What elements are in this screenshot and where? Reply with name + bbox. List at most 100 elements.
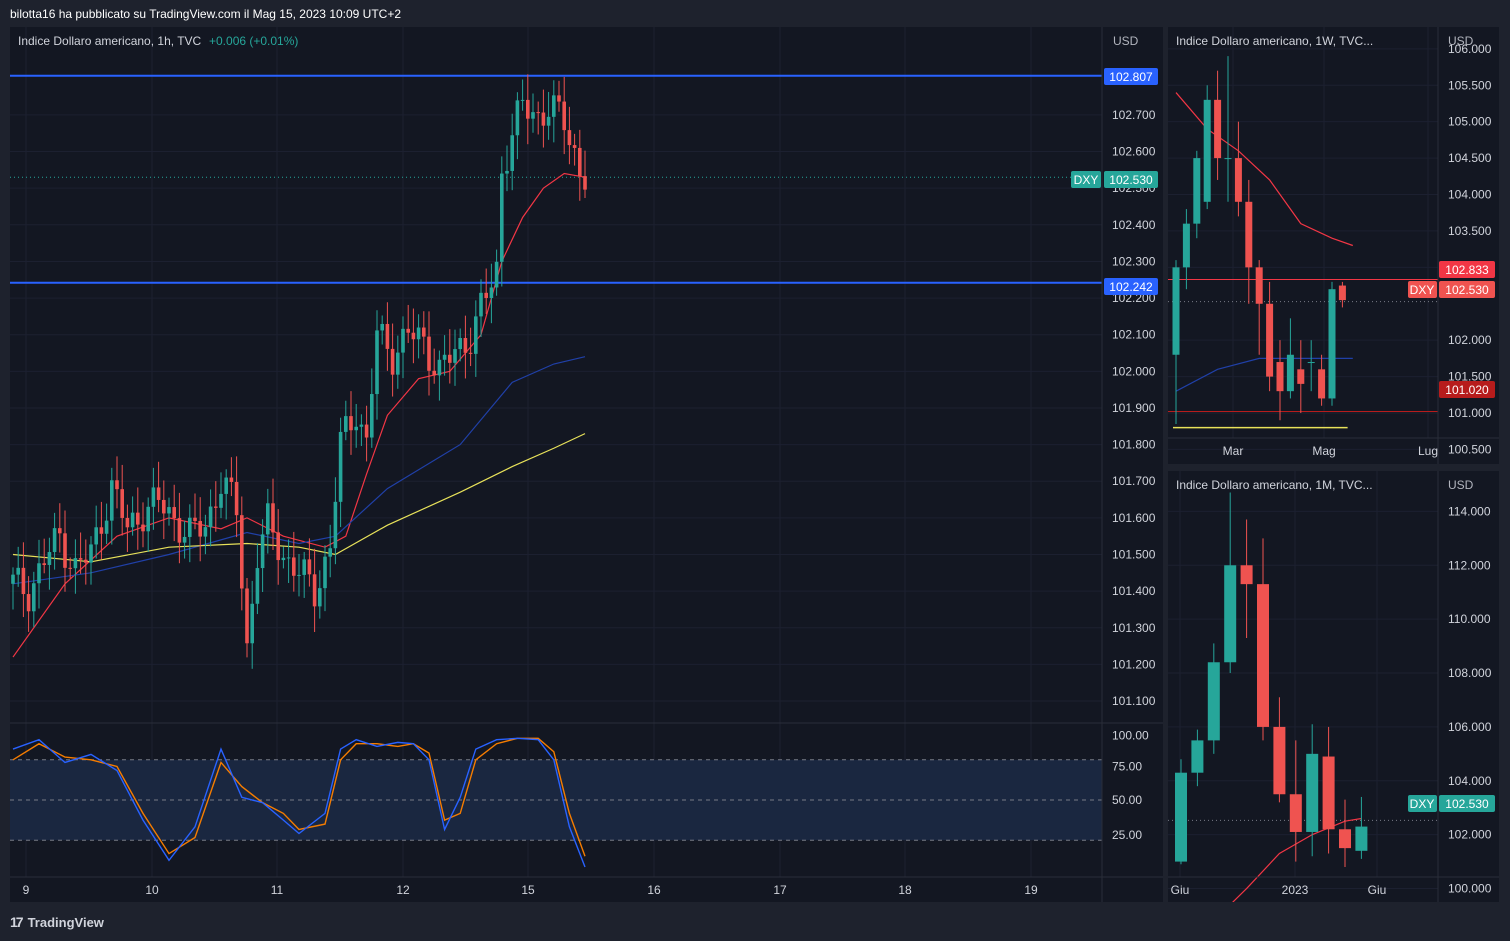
main-ytick-label: 101.500 xyxy=(1112,547,1156,561)
weekly-candle-body xyxy=(1255,267,1263,304)
weekly-ytick-label: 105.000 xyxy=(1448,115,1492,129)
main-candle-body xyxy=(52,528,57,553)
main-candle-body xyxy=(572,145,577,148)
main-candle-body xyxy=(151,487,156,507)
monthly-xtick-label: Giu xyxy=(1171,883,1190,897)
main-candle-body xyxy=(94,527,98,545)
main-candle-body xyxy=(375,330,379,395)
main-candle-body xyxy=(328,548,332,557)
main-candle-body xyxy=(416,327,421,340)
weekly-candle-body xyxy=(1307,362,1315,364)
svg-text:102.807: 102.807 xyxy=(1109,70,1153,84)
weekly-ytick-label: 106.000 xyxy=(1448,42,1492,56)
weekly-price-badge: DXY 102.530 xyxy=(1408,281,1495,298)
main-candle-body xyxy=(546,116,551,126)
main-candle-body xyxy=(318,588,322,607)
main-ytick-label: 101.800 xyxy=(1112,438,1156,452)
monthly-ytick-label: 110.000 xyxy=(1448,612,1491,626)
main-ytick-label: 102.400 xyxy=(1112,218,1156,232)
main-candle-body xyxy=(47,552,52,565)
tradingview-logo[interactable]: 17 TradingView xyxy=(10,914,104,930)
main-candle-body xyxy=(520,99,525,101)
monthly-xtick-label: Giu xyxy=(1368,883,1387,897)
main-candle-body xyxy=(536,112,540,114)
main-candle-body xyxy=(68,567,72,569)
weekly-level-high-label: 102.833 xyxy=(1439,261,1495,278)
main-candle-body xyxy=(182,536,187,543)
weekly-moving-average-red xyxy=(1175,92,1353,247)
main-candle-body xyxy=(208,506,213,528)
svg-text:102.242: 102.242 xyxy=(1109,280,1153,294)
monthly-chart-pane[interactable]: 114.000 112.000 110.000 108.000 106.000 104.0… xyxy=(1168,471,1499,930)
main-moving-average-yellow xyxy=(12,433,586,563)
main-candle-body xyxy=(240,515,244,589)
main-candle-body xyxy=(42,563,46,565)
main-candle-body xyxy=(307,559,312,575)
weekly-moving-average-blue xyxy=(1175,357,1353,392)
monthly-ytick-label: 112.000 xyxy=(1448,558,1491,572)
svg-text:102.833: 102.833 xyxy=(1445,263,1489,277)
main-candle-body xyxy=(21,567,26,595)
svg-text:DXY: DXY xyxy=(1410,797,1435,811)
stoch-tick-label: 75.00 xyxy=(1112,760,1142,774)
main-candle-body xyxy=(193,517,197,521)
main-candle-body xyxy=(136,512,140,525)
main-candle-body xyxy=(286,557,291,559)
main-candle-body xyxy=(557,95,561,102)
main-ytick-label: 102.300 xyxy=(1112,254,1156,268)
main-candle-body xyxy=(177,518,182,543)
main-chart-pane[interactable]: 102.700 102.600 102.500 102.400 102.300 102.2… xyxy=(10,27,1163,902)
monthly-price-badge: DXY 102.530 xyxy=(1408,795,1495,812)
monthly-candle-body xyxy=(1355,826,1368,851)
weekly-ytick-label: 100.500 xyxy=(1448,442,1492,456)
publish-header: bilotta16 ha pubblicato su TradingView.c… xyxy=(10,7,402,21)
weekly-legend-title: Indice Dollaro americano, 1W, TVC... xyxy=(1176,34,1373,48)
weekly-ytick-label: 102.000 xyxy=(1448,333,1492,347)
main-candle-body xyxy=(224,477,228,494)
main-candle-body xyxy=(219,493,223,508)
monthly-xtick-label: 2023 xyxy=(1282,883,1309,897)
main-candle-body xyxy=(411,332,416,340)
main-candle-body xyxy=(188,517,192,537)
weekly-chart-svg[interactable]: 106.000 105.500 105.000 104.500 104.000 103.5… xyxy=(1168,27,1499,464)
stoch-k-line xyxy=(12,737,586,868)
weekly-xtick-label: Mar xyxy=(1223,444,1244,458)
main-ytick-label: 101.300 xyxy=(1112,621,1156,635)
monthly-candle-body xyxy=(1273,726,1286,795)
main-candle-body xyxy=(276,532,280,561)
main-price-badge: DXY 102.530 xyxy=(1071,171,1158,188)
monthly-legend-title: Indice Dollaro americano, 1M, TVC... xyxy=(1176,478,1373,492)
main-ytick-label: 102.600 xyxy=(1112,145,1156,159)
main-candle-body xyxy=(578,147,582,177)
main-candle-body xyxy=(281,557,286,561)
main-ytick-label: 101.100 xyxy=(1112,694,1156,708)
main-candle-body xyxy=(442,354,447,360)
main-ytick-label: 101.700 xyxy=(1112,474,1156,488)
monthly-ytick-label: 114.000 xyxy=(1448,504,1491,518)
weekly-chart-pane[interactable]: 106.000 105.500 105.000 104.500 104.000 103.5… xyxy=(1168,27,1499,464)
main-candle-body xyxy=(203,527,208,537)
main-ytick-label: 101.200 xyxy=(1112,657,1156,671)
weekly-candle-body xyxy=(1266,303,1274,377)
monthly-candle-body xyxy=(1257,584,1269,727)
monthly-candle-body xyxy=(1175,772,1187,862)
monthly-candle-body xyxy=(1339,829,1351,849)
monthly-axis-unit: USD xyxy=(1448,478,1474,492)
main-candle-body xyxy=(323,556,327,589)
main-moving-average-blue xyxy=(12,356,586,585)
main-candle-body xyxy=(110,480,114,521)
main-candle-body xyxy=(37,563,41,584)
main-candle-body xyxy=(567,130,572,146)
main-candle-body xyxy=(297,574,301,576)
svg-text:102.530: 102.530 xyxy=(1109,173,1153,187)
main-candle-body xyxy=(422,327,426,337)
svg-text:DXY: DXY xyxy=(1410,283,1435,297)
monthly-chart-svg[interactable]: 114.000 112.000 110.000 108.000 106.000 104.0… xyxy=(1168,471,1499,930)
main-candle-body xyxy=(141,524,145,532)
weekly-ytick-label: 105.500 xyxy=(1448,78,1492,92)
main-candle-body xyxy=(463,338,468,353)
main-ytick-label: 101.900 xyxy=(1112,401,1156,415)
stoch-tick-label: 100.00 xyxy=(1112,729,1149,743)
main-chart-svg[interactable]: 102.700102.600102.500102.400102.300102.2… xyxy=(10,27,1163,902)
main-candle-body xyxy=(104,520,109,534)
